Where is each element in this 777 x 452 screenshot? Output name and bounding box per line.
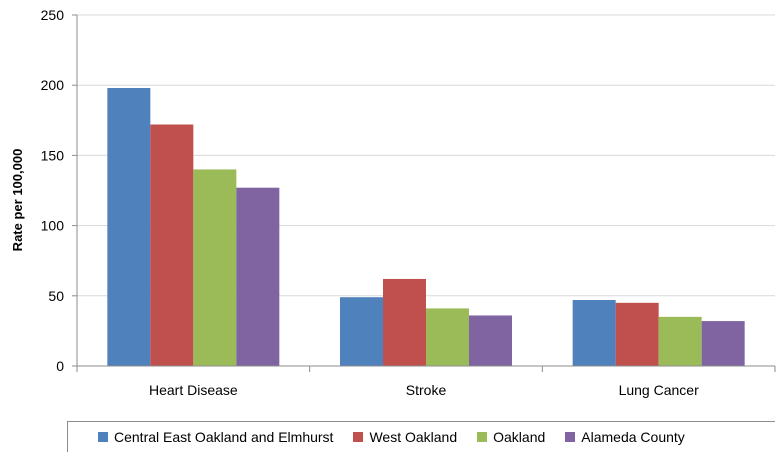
legend-item: Oakland (477, 429, 545, 445)
legend-label: Alameda County (581, 429, 685, 445)
legend-swatch (353, 432, 364, 442)
bar (658, 316, 702, 366)
legend-label: West Oakland (369, 429, 458, 445)
bar (193, 169, 237, 366)
axes (76, 15, 776, 372)
legend-item: Alameda County (565, 429, 685, 445)
bar (236, 187, 280, 366)
x-category-label: Stroke (406, 382, 447, 398)
bar (383, 278, 426, 366)
bars (107, 88, 745, 367)
legend: Central East Oakland and Elmhurst West Oa… (67, 421, 775, 452)
y-tick-label: 100 (41, 218, 65, 234)
bar (150, 124, 194, 367)
y-tick-label: 50 (48, 288, 64, 304)
legend-swatch (98, 432, 108, 442)
y-tick-label: 0 (56, 358, 64, 374)
bar-chart: 0 50 100 150 200 250 Heart Disease Stroke Lung … (10, 7, 776, 398)
y-tick-label: 200 (41, 77, 65, 93)
legend-swatch (477, 432, 488, 442)
bar (107, 88, 151, 367)
bar (572, 300, 616, 366)
bar (701, 321, 745, 366)
x-category-label: Heart Disease (149, 382, 238, 398)
legend-item: West Oakland (353, 429, 457, 445)
x-category-labels: Heart Disease Stroke Lung Cancer (149, 382, 699, 398)
bar (615, 302, 659, 366)
bar (469, 315, 512, 366)
y-tick-label: 250 (41, 7, 65, 23)
y-tick-labels: 0 50 100 150 200 250 (41, 7, 65, 374)
legend-item: Central East Oakland and Elmhurst (98, 429, 333, 445)
legend-label: Central East Oakland and Elmhurst (114, 429, 334, 445)
y-tick-label: 150 (41, 147, 65, 163)
y-axis-title: Rate per 100,000 (10, 149, 25, 252)
legend-label: Oakland (493, 429, 546, 445)
bar (340, 297, 383, 366)
legend-swatch (565, 432, 576, 442)
x-category-label: Lung Cancer (619, 382, 700, 398)
bar (426, 308, 469, 366)
